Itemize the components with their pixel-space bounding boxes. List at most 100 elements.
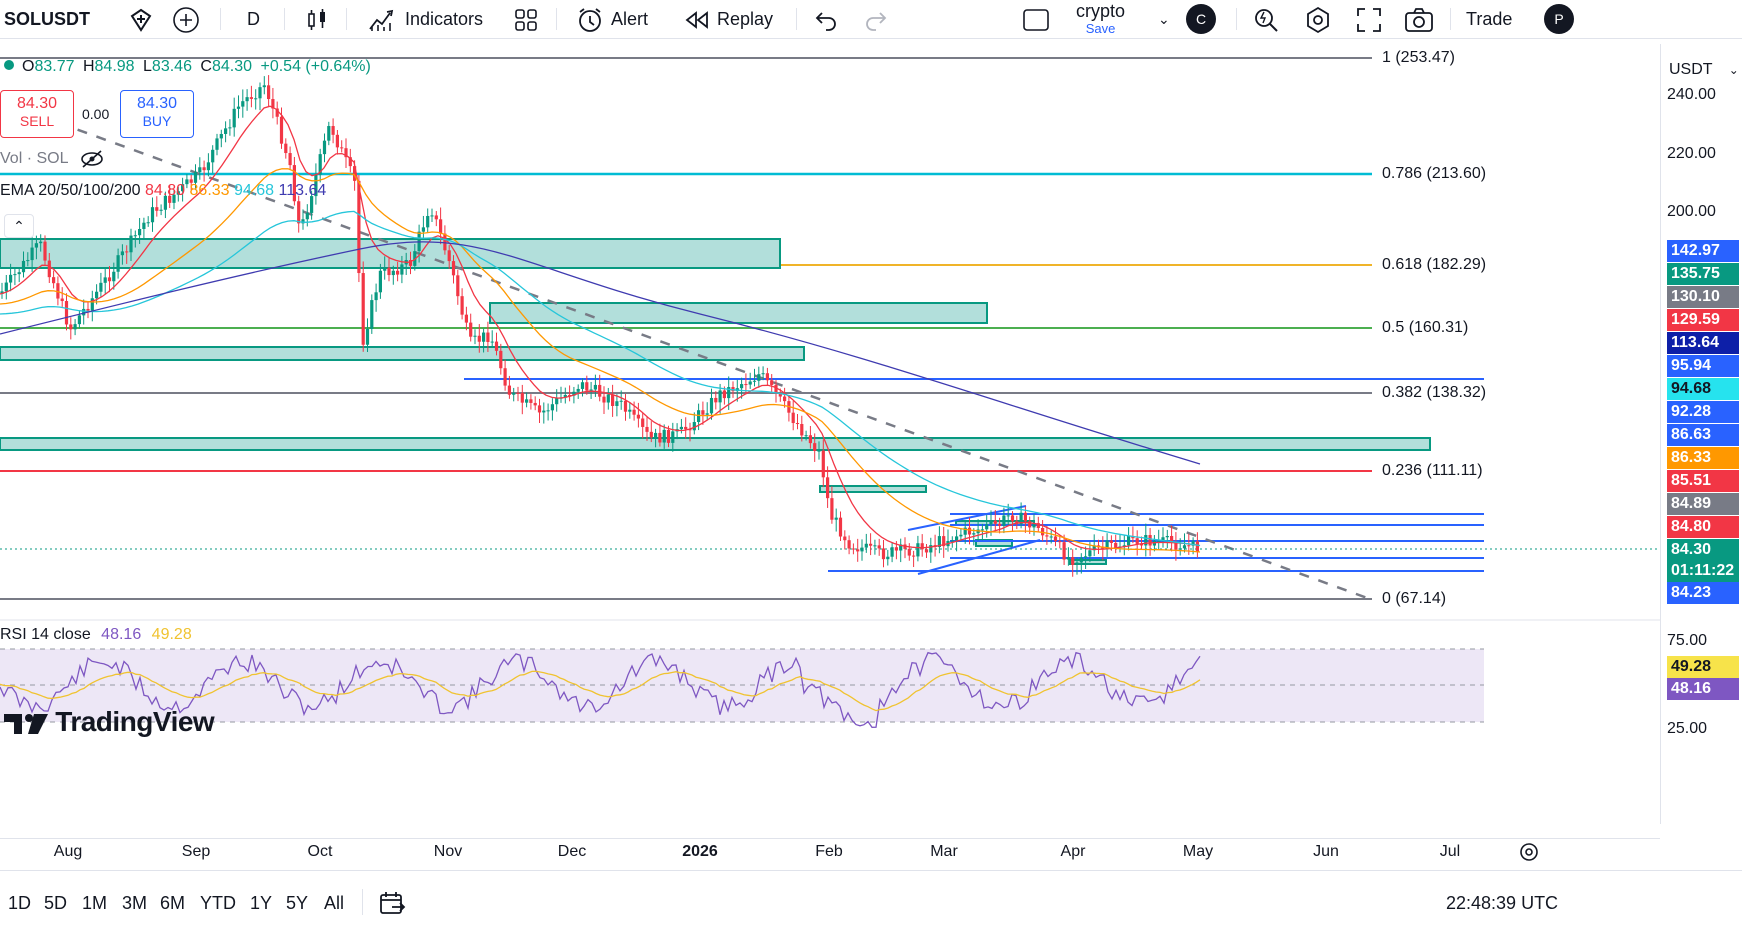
range-5d[interactable]: 5D [44,893,68,913]
candle-body [718,390,722,403]
layout-name[interactable]: crypto Save [1076,0,1125,38]
candle-type-icon[interactable] [306,0,328,38]
publish-button[interactable]: P [1544,4,1574,34]
candle-body [254,98,258,100]
candle-body [13,274,17,276]
layout-chevron-down-icon[interactable]: ⌄ [1158,11,1170,27]
candle-body [886,556,890,560]
time-axis[interactable]: Aug Sep Oct Nov Dec 2026 Feb Mar Apr May Jun Jul [0,838,1660,865]
candle-body [1157,540,1161,542]
candle-body [387,267,391,276]
candle-body [168,195,172,203]
channel-line [917,539,1041,575]
snapshot-camera-icon[interactable] [1404,0,1434,38]
candle-body [568,394,572,396]
candle-body [985,524,989,530]
candle-body [1084,556,1088,558]
candle-body [623,400,628,412]
trade-button[interactable]: Trade [1466,9,1513,29]
candle-body [1165,535,1169,538]
candle-body [30,247,34,261]
quick-search-icon[interactable] [1252,0,1280,38]
settings-gear-icon[interactable] [1304,0,1332,38]
candle-body [310,196,314,213]
candle-body [236,106,241,109]
buy-button[interactable]: 84.30 BUY [120,90,194,138]
alert-button[interactable]: Alert [576,0,648,38]
candle-body [714,397,718,403]
candle-body [774,384,778,394]
axis-settings-gear-icon[interactable] [1518,841,1540,863]
candle-body [671,431,675,443]
add-to-watchlist-icon[interactable] [128,0,154,38]
ema200-value: 113.64 [278,182,327,199]
collapse-legend-chevron-up-icon[interactable]: ⌃ [4,214,34,238]
candle-body [572,391,576,396]
range-all[interactable]: All [324,893,345,913]
sell-button[interactable]: 84.30 SELL [0,90,74,138]
utc-clock[interactable]: 22:48:39 UTC [1446,893,1559,913]
candle-body [64,301,69,325]
undo-icon[interactable] [814,0,838,38]
candle-body [198,167,202,173]
candle-body [611,394,615,406]
candle-body [494,341,499,351]
candle-body [469,322,473,337]
range-3m[interactable]: 3M [122,893,148,913]
low-value: 83.46 [151,58,192,75]
ema20-value: 84.80 [145,182,186,199]
candle-body [456,275,460,297]
candle-body [1195,541,1199,553]
candle-body [202,167,206,171]
replay-button[interactable]: Replay [684,0,773,38]
indicators-button[interactable]: Indicators [368,0,483,38]
range-1m[interactable]: 1M [82,893,108,913]
rsi-legend[interactable]: RSI 14 close 48.16 49.28 [0,626,192,644]
candle-body [125,251,129,253]
candle-body [929,545,933,553]
range-6m[interactable]: 6M [160,893,186,913]
interval-button[interactable]: D [247,9,260,29]
rsi-ma-line [0,670,1201,712]
candle-body [516,392,520,394]
close-label: C [200,58,212,75]
range-5y[interactable]: 5Y [286,893,309,913]
range-1y[interactable]: 1Y [250,893,273,913]
range-1d[interactable]: 1D [8,893,32,913]
buy-price: 84.30 [136,95,178,112]
hidden-eye-icon[interactable] [80,150,104,168]
candle-body [795,423,800,425]
rsi-tick: 25.00 [1667,720,1708,737]
redo-icon[interactable] [864,0,888,38]
layout-icon[interactable] [1022,0,1050,38]
price-axis-label: 113.64 [1667,332,1739,354]
fullscreen-icon[interactable] [1356,0,1382,38]
chart-pane[interactable]: O83.77 H84.98 L83.46 C84.30 +0.54 (+0.64… [0,44,1660,824]
ema-legend[interactable]: EMA 20/50/100/200 84.80 86.33 94.68 113.… [0,182,326,200]
ema50-line [0,168,1201,553]
symbol-search[interactable]: SOLUSDT [4,9,91,29]
price-axis-label: 84.80 [1667,516,1739,538]
currency-selector[interactable]: USDT ⌄ [1661,56,1742,84]
candle-body [357,180,361,274]
candle-body [555,398,559,405]
range-ytd[interactable]: YTD [200,893,236,913]
candle-body [0,291,4,294]
compare-symbol-icon[interactable] [172,0,200,38]
avatar[interactable]: C [1186,4,1216,34]
price-axis[interactable]: USDT ⌄ 240.00 220.00 200.00 142.97 135.75… [1660,44,1742,824]
time-tick: Jul [1439,843,1461,860]
candle-body [464,314,468,323]
candle-body [937,536,941,548]
candle-body [4,282,8,292]
templates-icon[interactable] [514,0,538,38]
candle-body [632,409,636,415]
price-chart-canvas[interactable] [0,44,1660,824]
volume-label[interactable]: Vol · SOL [0,150,68,168]
fib-level-0382: 0.382 (138.32) [1382,384,1487,401]
candle-body [271,99,275,109]
candle-body [989,520,993,525]
candle-body [90,298,94,311]
date-range-calendar-icon[interactable] [378,889,406,922]
candle-body [146,222,150,224]
